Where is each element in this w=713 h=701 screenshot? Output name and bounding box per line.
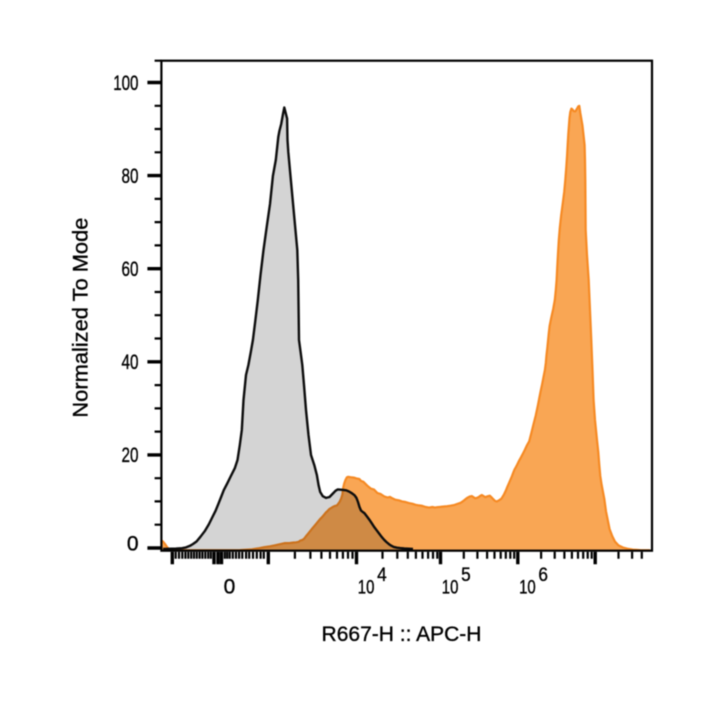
svg-text:0: 0 — [224, 576, 236, 599]
svg-text:20: 20 — [122, 444, 139, 467]
svg-text:40: 40 — [122, 351, 139, 374]
svg-text:Normalized To Mode: Normalized To Mode — [70, 218, 93, 418]
svg-text:6: 6 — [538, 564, 548, 586]
svg-text:5: 5 — [461, 564, 471, 586]
svg-text:60: 60 — [122, 258, 139, 281]
svg-text:10: 10 — [358, 578, 375, 599]
svg-text:100: 100 — [113, 72, 138, 95]
svg-text:10: 10 — [519, 578, 536, 599]
svg-text:10: 10 — [442, 578, 459, 599]
svg-text:80: 80 — [122, 165, 139, 188]
svg-text:R667-H :: APC-H: R667-H :: APC-H — [322, 623, 482, 646]
svg-text:0: 0 — [127, 532, 139, 555]
svg-text:4: 4 — [377, 564, 387, 586]
